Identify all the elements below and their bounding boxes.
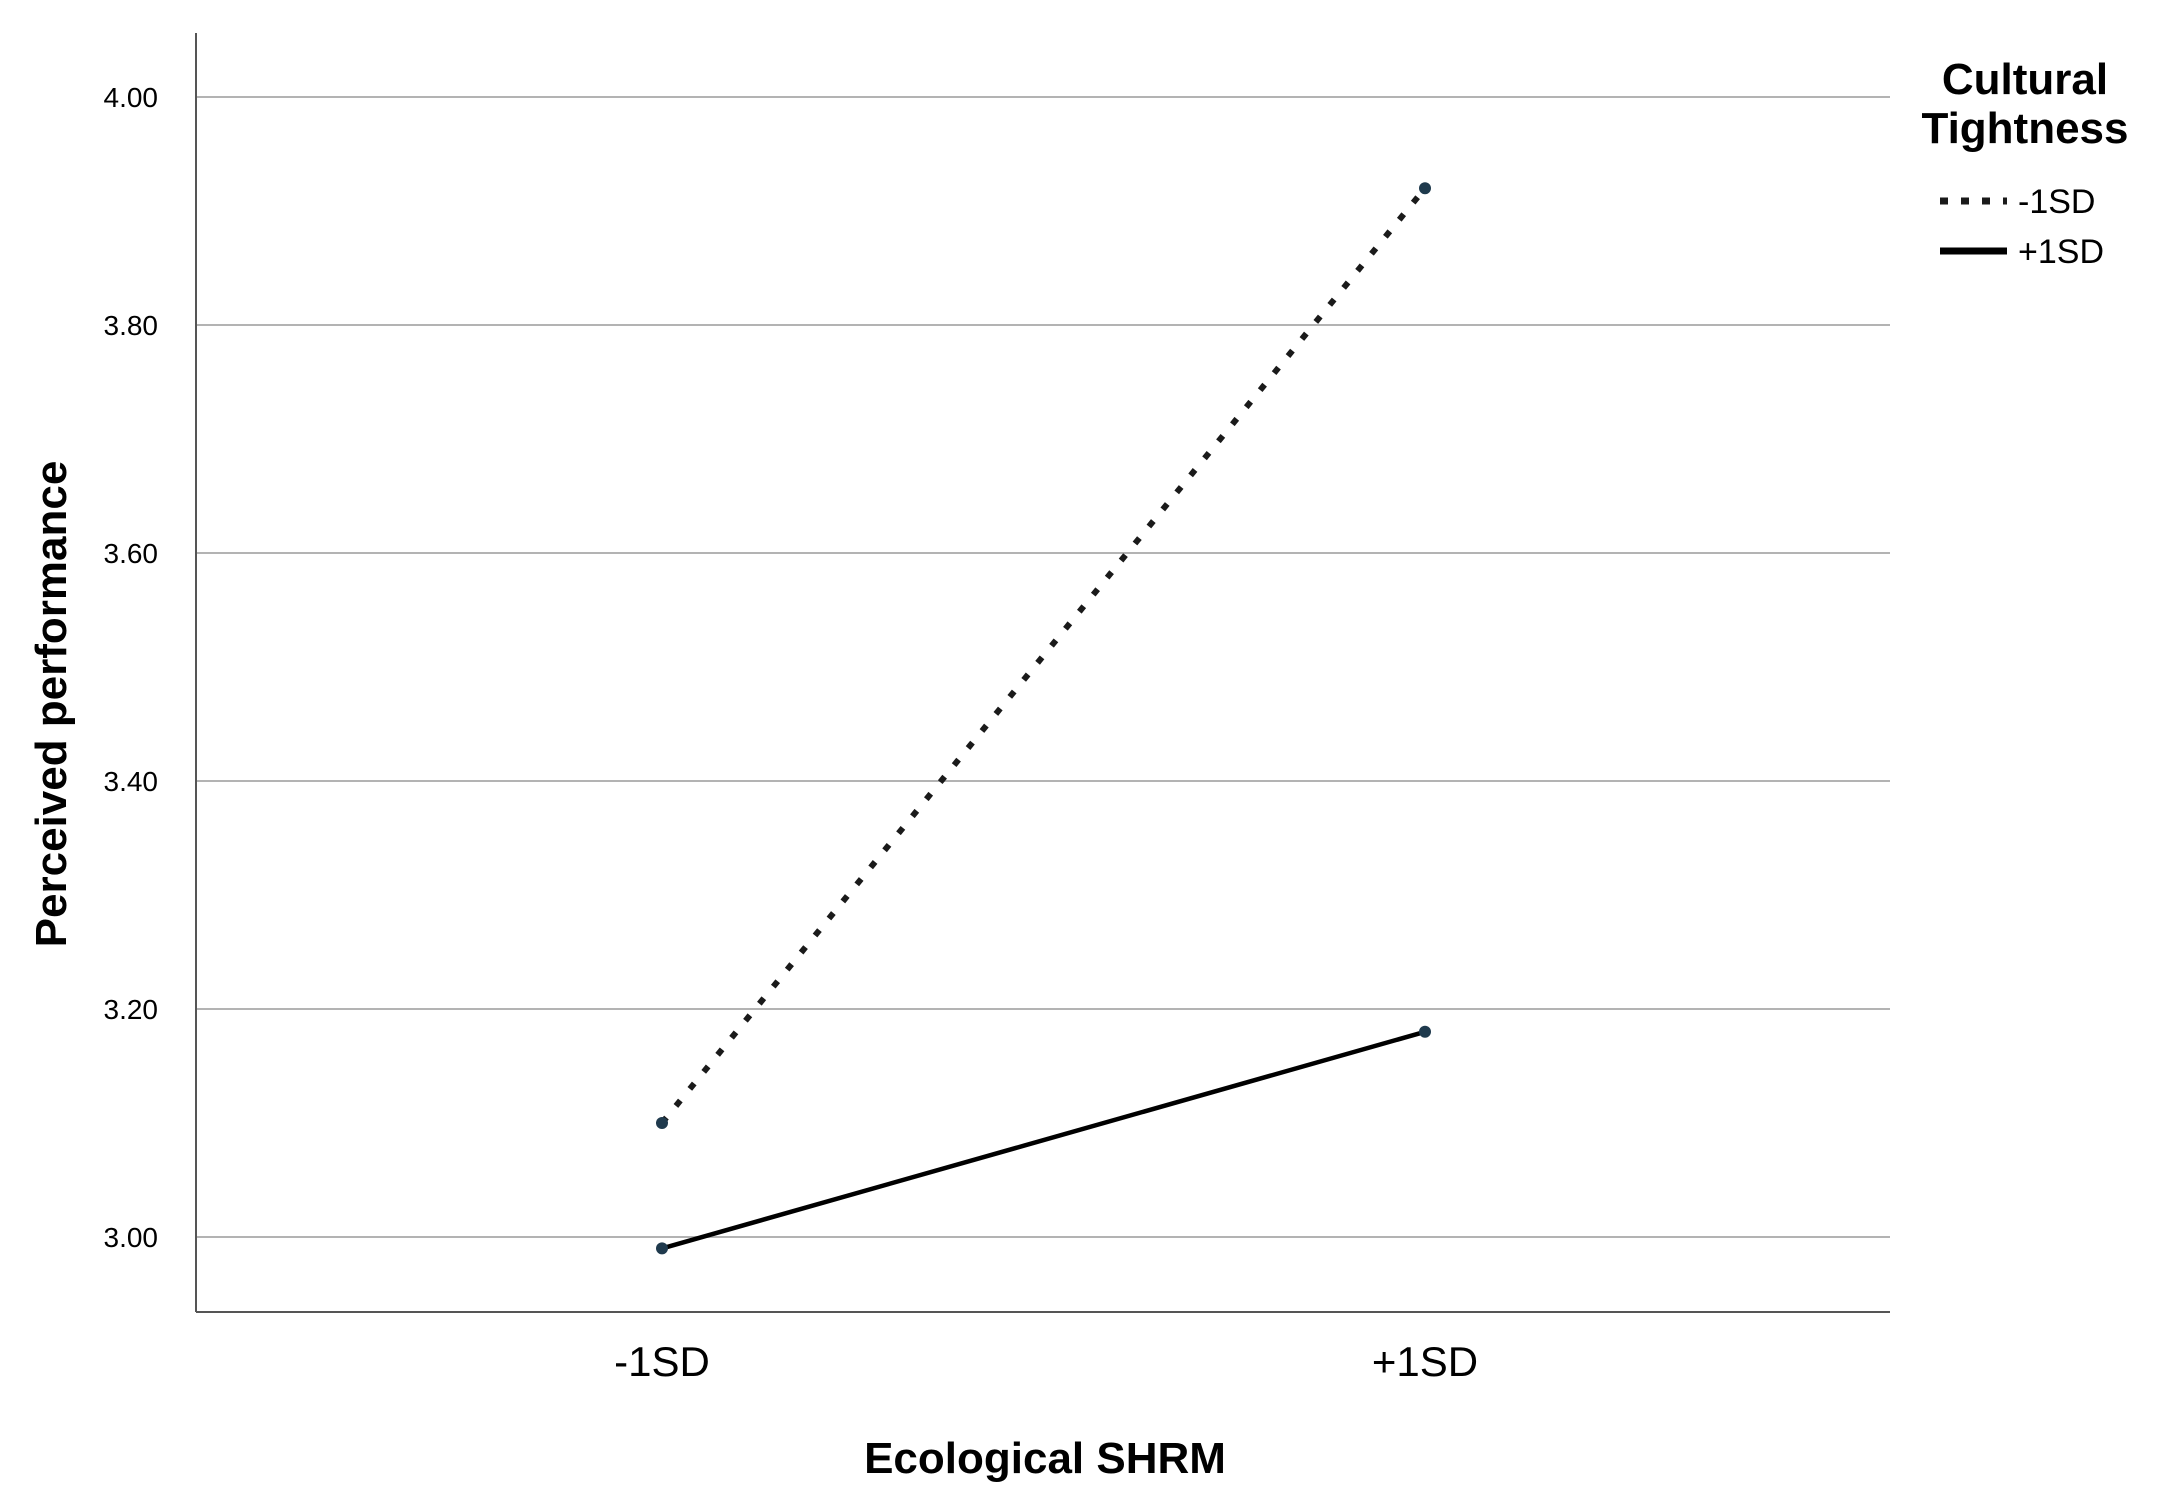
series-lines (659, 186, 1428, 1251)
series-line-1 (661, 1029, 1426, 1251)
y-tick-label: 3.20 (104, 994, 159, 1025)
legend-title-line-1: Cultural (1942, 55, 2108, 104)
y-tick-labels: 3.00 3.20 3.40 3.60 3.80 4.00 (104, 82, 159, 1253)
grid-lines (196, 96, 1890, 1238)
data-point-0-1 (1419, 182, 1431, 195)
x-tick-labels: -1SD +1SD (614, 1338, 1478, 1385)
x-tick-label: -1SD (614, 1338, 710, 1385)
legend-title-line-2: Tightness (1921, 104, 2128, 153)
legend: Cultural Tightness -1SD +1SD (1921, 55, 2128, 271)
data-point-1-0 (656, 1242, 668, 1255)
data-point-0-0 (656, 1117, 668, 1129)
data-points (656, 182, 1431, 1255)
legend-label-0: -1SD (2018, 183, 2095, 221)
y-tick-label: 3.40 (104, 766, 159, 797)
x-tick-label: +1SD (1372, 1338, 1478, 1385)
y-tick-label: 3.60 (104, 538, 159, 569)
y-axis-title: Perceived performance (27, 461, 76, 948)
y-tick-label: 3.80 (104, 310, 159, 341)
series-line-0 (659, 186, 1428, 1125)
legend-label-1: +1SD (2018, 233, 2104, 271)
data-point-1-1 (1419, 1025, 1431, 1038)
legend-items: -1SD +1SD (1940, 183, 2104, 271)
axes (195, 33, 1890, 1313)
x-axis-title: Ecological SHRM (864, 1434, 1226, 1483)
y-tick-label: 4.00 (104, 82, 159, 113)
y-tick-label: 3.00 (104, 1222, 159, 1253)
